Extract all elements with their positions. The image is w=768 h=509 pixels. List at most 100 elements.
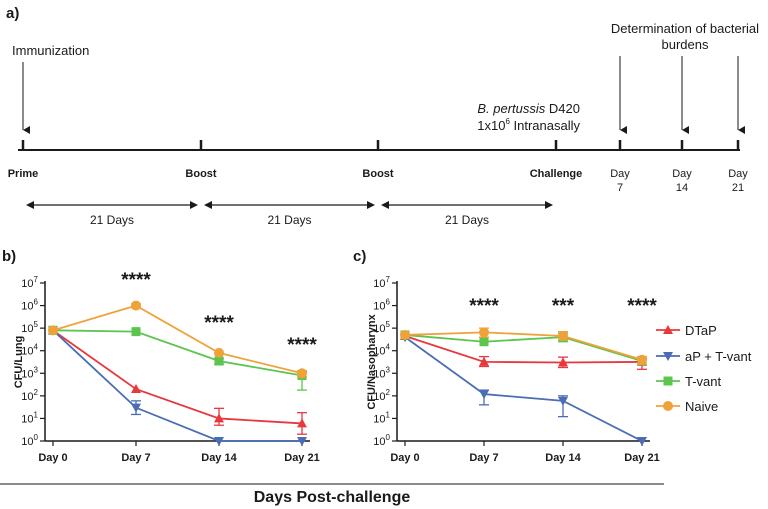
significance-marker: **** — [469, 296, 499, 317]
legend: DTaP aP + T-vant T-vant Naive — [656, 323, 752, 414]
series-naive — [400, 327, 647, 365]
data-point — [637, 354, 647, 365]
legend-item: T-vant — [656, 374, 722, 389]
y-tick-label: 102 — [373, 388, 390, 403]
series-line — [52, 329, 303, 425]
shared-xlabel: Days Post-challenge — [254, 489, 411, 506]
y-axis-label: CFU/Lung — [13, 336, 25, 389]
significance-marker: **** — [204, 313, 234, 334]
legend-swatch-marker — [663, 352, 673, 361]
interval-arrowhead-right — [367, 201, 375, 209]
data-point — [558, 357, 568, 367]
legend-swatch-marker — [663, 376, 673, 386]
immunization-label: Immunization — [12, 43, 89, 58]
interval-label: 21 Days — [267, 213, 311, 227]
x-tick-label: Day 0 — [38, 452, 67, 464]
day-label-line2: 21 — [732, 182, 744, 194]
data-point — [297, 437, 307, 446]
x-tick-label: Day 21 — [284, 452, 319, 464]
significance-marker: **** — [287, 335, 317, 356]
timeline-intervals: 21 Days 21 Days 21 Days — [26, 201, 553, 227]
significance-marker: **** — [627, 296, 657, 317]
data-point — [131, 327, 141, 337]
challenge-strain-label: B. pertussis D420 — [477, 101, 580, 116]
y-tick-label: 104 — [373, 343, 390, 358]
day-label-line1: Day — [672, 168, 692, 180]
series-naive — [48, 300, 307, 379]
legend-swatch-marker — [663, 325, 673, 334]
day-label-line1: Day — [610, 168, 630, 180]
series-line — [404, 334, 643, 362]
determination-label-line2: burdens — [662, 37, 709, 52]
x-tick-label: Day 21 — [624, 452, 659, 464]
day-label-line2: 7 — [617, 182, 623, 194]
y-tick-label: 105 — [21, 320, 38, 335]
interval-arrowhead-left — [26, 201, 34, 209]
panel-label: c) — [353, 248, 366, 265]
data-point — [297, 368, 307, 379]
series-dtap — [48, 325, 307, 435]
significance-marker: *** — [552, 296, 575, 317]
challenge-dose-label: 1x106 Intranasally — [477, 117, 580, 133]
timeline-events: Prime Boost Boost Challenge Day 7 Day 14 Day 21 — [8, 168, 749, 194]
legend-swatch-marker — [663, 401, 673, 411]
x-tick-label: Day 7 — [121, 452, 150, 464]
data-point — [400, 329, 410, 340]
data-point — [214, 347, 224, 358]
data-point — [48, 325, 58, 336]
y-tick-label: 100 — [21, 433, 38, 448]
series-line — [52, 329, 302, 442]
data-point — [131, 403, 141, 413]
series-line — [52, 304, 303, 375]
series-line — [52, 329, 303, 377]
timeline-ticks — [21, 140, 740, 150]
interval-arrowhead-left — [204, 201, 212, 209]
data-point — [131, 300, 141, 311]
series-line — [404, 335, 643, 364]
y-tick-label: 101 — [373, 410, 390, 425]
data-point — [479, 337, 489, 347]
series-t-vant — [48, 325, 307, 391]
interval-label: 21 Days — [445, 213, 489, 227]
series-ap-t-vant — [48, 326, 307, 446]
data-point — [558, 396, 568, 406]
data-point — [214, 437, 224, 446]
y-tick-label: 104 — [21, 343, 38, 358]
legend-label: aP + T-vant — [685, 349, 752, 364]
y-tick-label: 100 — [373, 433, 390, 448]
data-point — [637, 437, 647, 446]
data-point — [214, 356, 224, 366]
x-tick-label: Day 0 — [390, 452, 419, 464]
x-tick-label: Day 14 — [201, 452, 237, 464]
data-point — [479, 390, 489, 400]
event-label-challenge: Challenge — [530, 168, 583, 180]
day-label-line2: 14 — [676, 182, 688, 194]
x-tick-label: Day 7 — [469, 452, 498, 464]
event-label-boost: Boost — [185, 168, 217, 180]
interval-label: 21 Days — [90, 213, 134, 227]
y-tick-label: 101 — [21, 410, 38, 425]
legend-label: DTaP — [685, 323, 717, 338]
event-label-prime: Prime — [8, 168, 39, 180]
day-label-line1: Day — [728, 168, 748, 180]
data-point — [479, 327, 489, 338]
nasopharynx-chart: c) 100 101 102 103 104 105 106 107 CFU/Nasopharyn… — [353, 248, 660, 464]
legend-label: Naive — [685, 399, 718, 414]
data-point — [558, 330, 568, 341]
y-tick-label: 103 — [21, 365, 38, 380]
y-tick-label: 107 — [373, 275, 390, 290]
data-point — [214, 413, 224, 423]
interval-arrowhead-right — [190, 201, 198, 209]
y-tick-label: 103 — [373, 365, 390, 380]
significance-marker: **** — [121, 270, 151, 291]
event-label-boost: Boost — [362, 168, 394, 180]
y-axis-label: CFU/Nasopharynx — [366, 313, 378, 409]
legend-item: Naive — [656, 399, 718, 414]
timeline-panel: a) Immunization Determination of bacteri… — [6, 5, 759, 227]
legend-item: DTaP — [656, 323, 717, 338]
interval-arrowhead-right — [545, 201, 553, 209]
y-tick-label: 106 — [373, 298, 390, 313]
panel-a-label: a) — [6, 5, 19, 22]
y-tick-label: 102 — [21, 388, 38, 403]
